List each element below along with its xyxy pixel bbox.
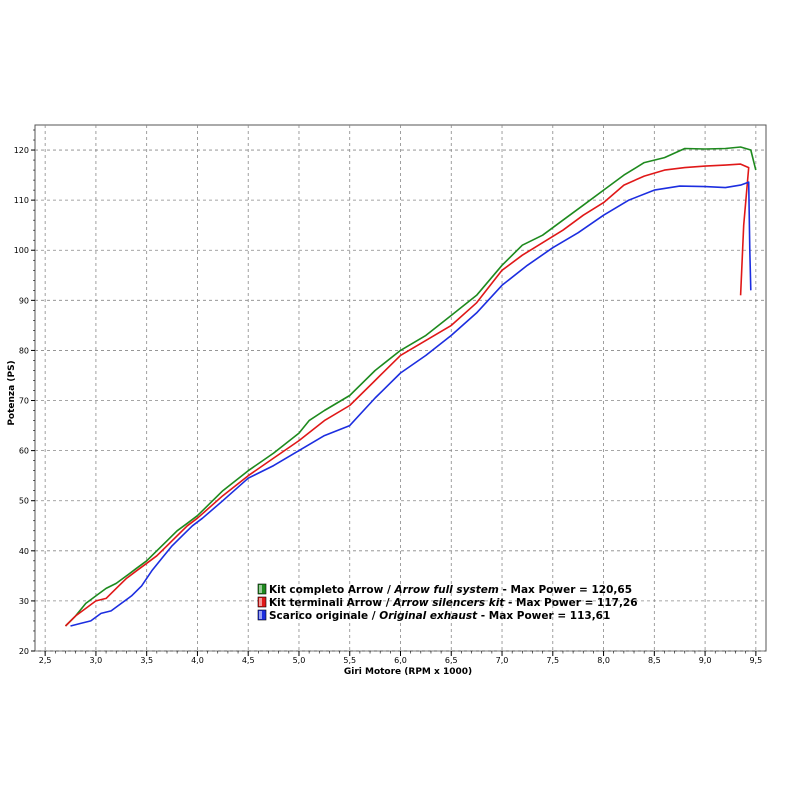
x-tick-label: 8,5 bbox=[648, 656, 661, 665]
x-tick-label: 3,0 bbox=[90, 656, 103, 665]
y-axis-title: Potenza (PS) bbox=[7, 360, 17, 425]
x-tick-label: 4,0 bbox=[191, 656, 204, 665]
y-tick-label: 70 bbox=[19, 397, 29, 406]
legend-label-1: Kit completo Arrow / Arrow full system -… bbox=[269, 584, 632, 596]
legend-swatch-1 bbox=[257, 583, 267, 595]
x-tick-label: 9,0 bbox=[699, 656, 712, 665]
y-axis-ticks: 20 30 40 50 60 70 80 90 100 110 120 bbox=[14, 129, 35, 656]
x-tick-label: 6,0 bbox=[394, 656, 407, 665]
x-tick-label: 5,5 bbox=[343, 656, 356, 665]
x-tick-label: 4,5 bbox=[242, 656, 255, 665]
y-tick-label: 100 bbox=[14, 246, 29, 255]
x-axis-ticks: 2,5 3,0 3,5 4,0 4,5 5,0 5,5 6,0 6,5 7,0 7,5 8,0 8,5 9… bbox=[39, 651, 762, 665]
legend: Kit completo Arrow / Arrow full system -… bbox=[257, 583, 638, 622]
y-tick-label: 50 bbox=[19, 497, 29, 506]
x-axis-title: Giri Motore (RPM x 1000) bbox=[344, 667, 472, 677]
y-tick-label: 40 bbox=[19, 547, 29, 556]
x-tick-label: 7,5 bbox=[546, 656, 559, 665]
y-tick-label: 20 bbox=[19, 647, 29, 656]
y-tick-label: 90 bbox=[19, 296, 29, 305]
legend-label-3: Scarico originale / Original exhaust - M… bbox=[269, 610, 610, 622]
legend-label-2: Kit terminali Arrow / Arrow silencers ki… bbox=[269, 597, 638, 609]
series-line-1 bbox=[64, 146, 757, 627]
x-tick-label: 9,5 bbox=[749, 656, 762, 665]
series-lines bbox=[64, 146, 757, 627]
y-tick-label: 120 bbox=[14, 146, 29, 155]
y-tick-label: 30 bbox=[19, 597, 29, 606]
y-tick-label: 60 bbox=[19, 447, 29, 456]
x-tick-label: 7,0 bbox=[496, 656, 509, 665]
series-line-3 bbox=[70, 181, 752, 627]
x-tick-label: 8,0 bbox=[597, 656, 610, 665]
legend-swatch-2 bbox=[257, 596, 267, 608]
x-tick-label: 6,5 bbox=[445, 656, 458, 665]
x-tick-label: 3,5 bbox=[140, 656, 153, 665]
x-tick-label: 2,5 bbox=[39, 656, 52, 665]
y-tick-label: 80 bbox=[19, 346, 29, 355]
y-tick-label: 110 bbox=[14, 196, 29, 205]
legend-swatch-3 bbox=[257, 609, 267, 621]
series-line-2 bbox=[64, 163, 750, 627]
x-tick-label: 5,0 bbox=[293, 656, 306, 665]
